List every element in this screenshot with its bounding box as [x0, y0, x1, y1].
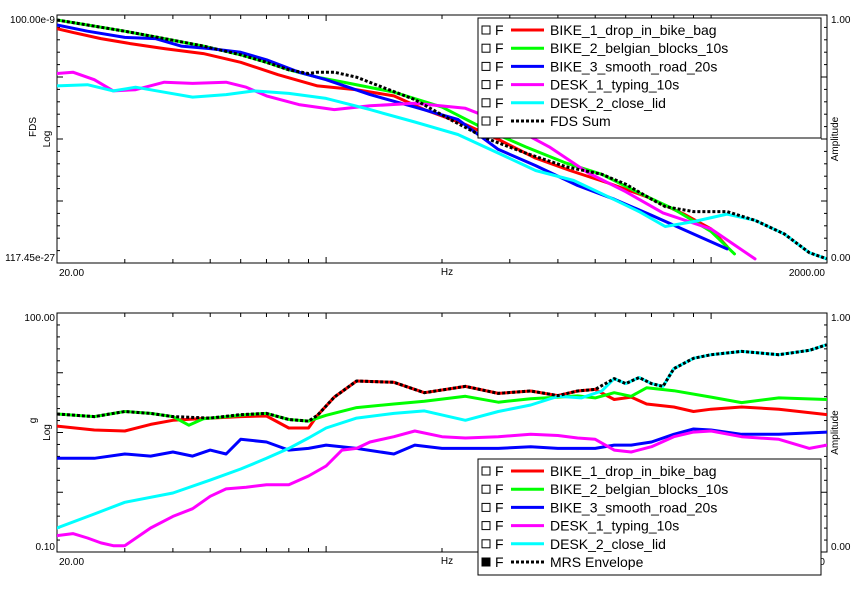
mrs-series-group	[57, 343, 827, 548]
fds-legend-item: F DESK_1_typing_10s	[481, 77, 679, 93]
fds-y2-tick-label: 0.00	[831, 253, 851, 264]
mrs-x-tick-label: 20.00	[59, 557, 84, 568]
legend-checkbox-icon	[481, 466, 491, 476]
legend-mark-label: F	[495, 77, 504, 93]
legend-mark-label: F	[495, 58, 504, 74]
legend-label: BIKE_1_drop_in_bike_bag	[550, 22, 717, 38]
mrs-legend-item: F DESK_1_typing_10s	[481, 518, 679, 534]
mrs-y2-tick-label: 1.00	[831, 313, 851, 324]
legend-mark-label: F	[495, 481, 504, 497]
fds-legend-box	[477, 17, 822, 139]
fds-legend-item: F DESK_2_close_lid	[481, 95, 666, 111]
legend-mark-label: F	[495, 463, 504, 479]
legend-label: BIKE_1_drop_in_bike_bag	[550, 463, 717, 479]
mrs-series-line-bike-3-smooth-road-20s	[57, 427, 827, 460]
fds-series-line-desk-2-close-lid	[57, 83, 827, 261]
mrs-series-line-mrs-envelope	[57, 343, 827, 423]
fds-chart: 20.00 2000.00 Hz 100.00e-9 117.45e-27 1.00 0.0…	[5, 14, 851, 279]
legend-checkbox-icon	[481, 61, 491, 71]
legend-label: BIKE_3_smooth_road_20s	[550, 499, 717, 515]
mrs-y-tick-label: 100.00	[24, 313, 55, 324]
mrs-legend-item: F BIKE_3_smooth_road_20s	[481, 499, 717, 515]
mrs-legend-box	[477, 458, 822, 576]
fds-y-scale-label: Log	[42, 131, 53, 148]
mrs-chart: 20.002000.00Hz100.000.101.000.00gLogAmpl…	[24, 312, 851, 576]
legend-checkbox-icon	[481, 557, 491, 567]
legend-label: DESK_1_typing_10s	[550, 518, 679, 534]
fds-legend-item: F BIKE_3_smooth_road_20s	[481, 58, 717, 74]
legend-checkbox-icon	[481, 539, 491, 549]
legend-mark-label: F	[495, 40, 504, 56]
legend-checkbox-icon	[481, 484, 491, 494]
fds-legend: F BIKE_1_drop_in_bike_bag F BIKE_2_belgian_…	[477, 17, 822, 139]
fds-legend-item: F FDS Sum	[481, 113, 611, 129]
fds-series-line-bike-1-drop-in-bike-bag	[57, 27, 729, 248]
legend-label: BIKE_2_belgian_blocks_10s	[550, 40, 728, 56]
fds-legend-item: F BIKE_2_belgian_blocks_10s	[481, 40, 728, 56]
legend-checkbox-icon	[481, 80, 491, 90]
mrs-y-axis-label: g	[28, 418, 39, 424]
fds-x-ticks	[56, 15, 828, 263]
mrs-legend-item: F BIKE_1_drop_in_bike_bag	[481, 463, 717, 479]
fds-legend-item: F BIKE_1_drop_in_bike_bag	[481, 22, 717, 38]
legend-checkbox-icon	[481, 98, 491, 108]
legend-label: DESK_2_close_lid	[550, 536, 666, 552]
mrs-y-scale-label: Log	[42, 424, 53, 441]
legend-checkbox-icon	[481, 502, 491, 512]
fds-y2-tick-label: 1.00	[831, 15, 851, 26]
legend-label: BIKE_2_belgian_blocks_10s	[550, 481, 728, 497]
mrs-legend-item: F MRS Envelope	[481, 554, 644, 570]
mrs-y-tick-label: 0.10	[36, 542, 56, 553]
fds-y-axis-label: FDS	[28, 117, 39, 137]
legend-mark-label: F	[495, 518, 504, 534]
mrs-series-line-desk-1-typing-10s	[57, 429, 827, 548]
legend-label: FDS Sum	[550, 113, 611, 129]
mrs-legend-item: F BIKE_2_belgian_blocks_10s	[481, 481, 728, 497]
legend-mark-label: F	[495, 95, 504, 111]
fds-y2-axis-label: Amplitude	[830, 116, 841, 161]
legend-checkbox-icon	[481, 521, 491, 531]
legend-label: DESK_1_typing_10s	[550, 77, 679, 93]
fds-x-tick-label: 2000.00	[789, 268, 826, 279]
mrs-legend: F BIKE_1_drop_in_bike_bag F BIKE_2_belgian_…	[477, 458, 822, 576]
legend-checkbox-icon	[481, 116, 491, 126]
mrs-x-axis-label: Hz	[441, 556, 453, 567]
mrs-legend-item: F DESK_2_close_lid	[481, 536, 666, 552]
legend-mark-label: F	[495, 499, 504, 515]
legend-label: BIKE_3_smooth_road_20s	[550, 58, 717, 74]
mrs-y2-tick-label: 0.00	[831, 542, 851, 553]
mrs-y2-axis-label: Amplitude	[830, 410, 841, 455]
legend-mark-label: F	[495, 554, 504, 570]
legend-checkbox-icon	[481, 43, 491, 53]
legend-label: MRS Envelope	[550, 554, 644, 570]
fds-x-axis-label: Hz	[441, 267, 453, 278]
legend-mark-label: F	[495, 22, 504, 38]
fds-y-tick-label: 100.00e-9	[10, 15, 55, 26]
fds-y-tick-label: 117.45e-27	[5, 253, 55, 264]
legend-checkbox-icon	[481, 25, 491, 35]
fds-series-group	[57, 18, 827, 261]
legend-mark-label: F	[495, 113, 504, 129]
fds-x-tick-label: 20.00	[59, 268, 84, 279]
mrs-series-line-bike-2-belgian-blocks-10s	[57, 386, 827, 427]
fds-series-line-fds-sum	[57, 18, 827, 261]
fds-y-ticks	[57, 14, 827, 264]
legend-mark-label: F	[495, 536, 504, 552]
legend-label: DESK_2_close_lid	[550, 95, 666, 111]
